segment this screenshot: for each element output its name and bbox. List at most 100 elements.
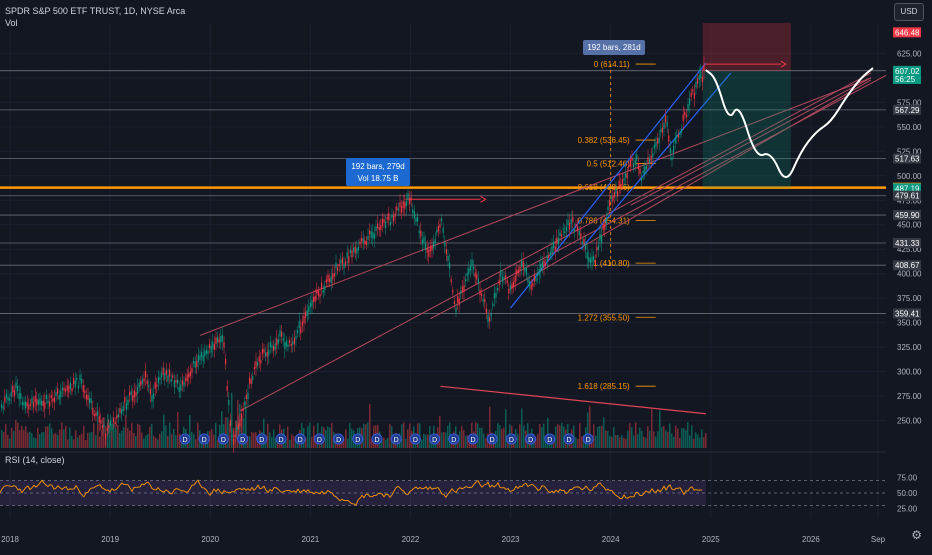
candle-body: [529, 281, 531, 287]
candle-body: [191, 367, 193, 373]
volume-bar: [381, 438, 383, 448]
candle-body: [572, 216, 574, 222]
candle-body: [268, 349, 270, 356]
candle-body: [82, 385, 84, 392]
candle-body: [247, 392, 249, 399]
fib-label: 0.786 (454.31): [578, 217, 630, 226]
candle-body: [85, 394, 87, 400]
candle-body: [209, 343, 211, 348]
volume-bar: [83, 425, 85, 448]
candle-body: [113, 417, 115, 423]
volume-bar: [681, 428, 683, 448]
y-tick-label: 475.00: [897, 196, 922, 205]
candle-body: [100, 419, 102, 424]
volume-bar: [327, 426, 329, 448]
price-label: 517.63: [895, 155, 920, 164]
candle-body: [559, 232, 561, 236]
volume-bar: [645, 437, 647, 448]
volume-bar: [365, 424, 367, 448]
volume-bar: [215, 422, 217, 448]
candle-body: [169, 369, 171, 377]
candle-body: [258, 356, 260, 362]
volume-bar: [71, 435, 73, 448]
candle-body: [92, 407, 94, 415]
volume-bar: [705, 433, 707, 448]
volume-bar: [461, 426, 463, 448]
candle-body: [509, 285, 511, 291]
candle-body: [263, 348, 265, 353]
candle-body: [276, 338, 278, 346]
candle-body: [231, 434, 233, 438]
candle-body: [498, 279, 500, 285]
volume-bar: [497, 423, 499, 448]
volume-bar: [243, 418, 245, 448]
candle-body: [641, 177, 643, 182]
candle-body: [327, 274, 329, 282]
volume-bar: [263, 418, 265, 448]
volume-bar: [295, 437, 297, 448]
volume-bar: [89, 432, 91, 448]
candle-body: [130, 391, 132, 395]
candle-body: [495, 293, 497, 298]
volume-bar: [9, 438, 11, 448]
volume-bar: [639, 427, 641, 448]
candle-body: [354, 246, 356, 254]
candle-body: [367, 236, 369, 240]
candle-body: [591, 256, 593, 263]
candle-body: [497, 287, 499, 291]
y-tick-label: 325.00: [897, 343, 922, 352]
candle-body: [121, 409, 123, 414]
y-tick-label: 300.00: [897, 368, 922, 377]
candle-body: [289, 340, 291, 343]
dividend-icon: [294, 433, 306, 445]
volume-bar: [665, 430, 667, 448]
gear-icon[interactable]: ⚙: [911, 528, 922, 542]
volume-bar: [667, 431, 669, 448]
candle-body: [444, 242, 446, 247]
candle-body: [273, 346, 275, 351]
volume-bar: [3, 432, 5, 448]
volume-bar: [445, 432, 447, 448]
volume-bar: [13, 431, 15, 448]
candle-body: [282, 338, 284, 341]
candle-body: [441, 218, 443, 222]
volume-bar: [329, 427, 331, 448]
candle-body: [437, 226, 439, 232]
candle-body: [485, 308, 487, 314]
candle-body: [279, 330, 281, 337]
candle-body: [42, 400, 44, 407]
candle-body: [564, 230, 566, 234]
candle-body: [225, 359, 227, 365]
candle-body: [311, 300, 313, 307]
candle-body: [517, 269, 519, 274]
candle-body: [618, 180, 620, 187]
candle-body: [532, 283, 534, 287]
measure-arrowhead: [480, 195, 487, 203]
volume-bar: [463, 430, 465, 448]
candle-body: [325, 279, 327, 283]
y-tick-label: 275.00: [897, 392, 922, 401]
candle-body: [167, 375, 169, 382]
candle-body: [577, 226, 579, 232]
candle-body: [154, 382, 156, 389]
volume-bar: [313, 425, 315, 448]
candle-body: [293, 337, 295, 345]
volume-bar: [247, 435, 249, 448]
volume-bar: [421, 439, 423, 448]
price-label-box: [893, 308, 921, 319]
volume-bar: [579, 423, 581, 448]
candle-body: [389, 221, 391, 226]
candle-body: [447, 255, 449, 261]
volume-bar: [235, 420, 237, 448]
candle-body: [481, 293, 483, 296]
price-label: 459.90: [895, 211, 920, 220]
candle-body: [324, 286, 326, 291]
volume-bar: [577, 438, 579, 448]
volume-bar: [73, 439, 75, 448]
price-series: [1, 56, 705, 453]
candle-body: [149, 388, 151, 395]
volume-bar: [111, 431, 113, 448]
measure-arrowhead: [780, 60, 787, 68]
currency-button[interactable]: USD: [894, 3, 924, 21]
